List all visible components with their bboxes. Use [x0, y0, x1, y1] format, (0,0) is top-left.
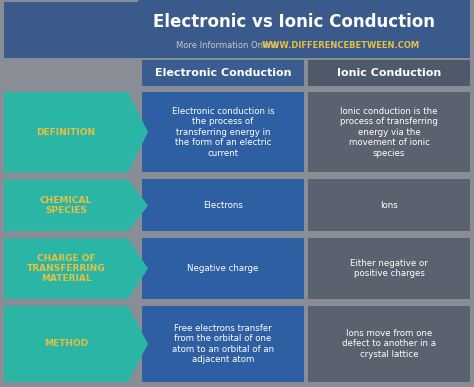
FancyBboxPatch shape: [142, 60, 304, 86]
Text: Electronic conduction is
the process of
transferring energy in
the form of an el: Electronic conduction is the process of …: [172, 107, 274, 158]
Text: Electrons: Electrons: [203, 201, 243, 210]
Text: METHOD: METHOD: [44, 339, 88, 348]
Text: Electronic Conduction: Electronic Conduction: [155, 68, 291, 78]
FancyBboxPatch shape: [142, 180, 304, 231]
FancyBboxPatch shape: [142, 238, 304, 299]
Text: Ions move from one
defect to another in a
crystal lattice: Ions move from one defect to another in …: [342, 329, 436, 359]
Text: Free electrons transfer
from the orbital of one
atom to an orbital of an
adjacen: Free electrons transfer from the orbital…: [172, 324, 274, 364]
Polygon shape: [4, 306, 148, 382]
Text: More Information Online: More Information Online: [176, 41, 279, 50]
FancyBboxPatch shape: [308, 180, 470, 231]
Polygon shape: [138, 0, 470, 58]
FancyBboxPatch shape: [308, 92, 470, 173]
Text: CHEMICAL
SPECIES: CHEMICAL SPECIES: [40, 196, 92, 215]
Text: Electronic vs Ionic Conduction: Electronic vs Ionic Conduction: [153, 13, 435, 31]
FancyBboxPatch shape: [308, 60, 470, 86]
FancyBboxPatch shape: [142, 92, 304, 173]
FancyBboxPatch shape: [142, 306, 304, 382]
Polygon shape: [4, 92, 148, 173]
Text: CHARGE OF
TRANSFERRING
MATERIAL: CHARGE OF TRANSFERRING MATERIAL: [27, 254, 105, 284]
Text: Ions: Ions: [380, 201, 398, 210]
Text: WWW.DIFFERENCEBETWEEN.COM: WWW.DIFFERENCEBETWEEN.COM: [262, 41, 420, 50]
FancyBboxPatch shape: [308, 238, 470, 299]
Text: Negative charge: Negative charge: [187, 264, 259, 273]
Text: Ionic conduction is the
process of transferring
energy via the
movement of ionic: Ionic conduction is the process of trans…: [340, 107, 438, 158]
FancyBboxPatch shape: [308, 306, 470, 382]
FancyBboxPatch shape: [4, 2, 470, 58]
Text: DEFINITION: DEFINITION: [36, 128, 96, 137]
Polygon shape: [4, 238, 148, 299]
Polygon shape: [4, 180, 148, 231]
Text: Either negative or
positive charges: Either negative or positive charges: [350, 259, 428, 278]
Text: Ionic Conduction: Ionic Conduction: [337, 68, 441, 78]
